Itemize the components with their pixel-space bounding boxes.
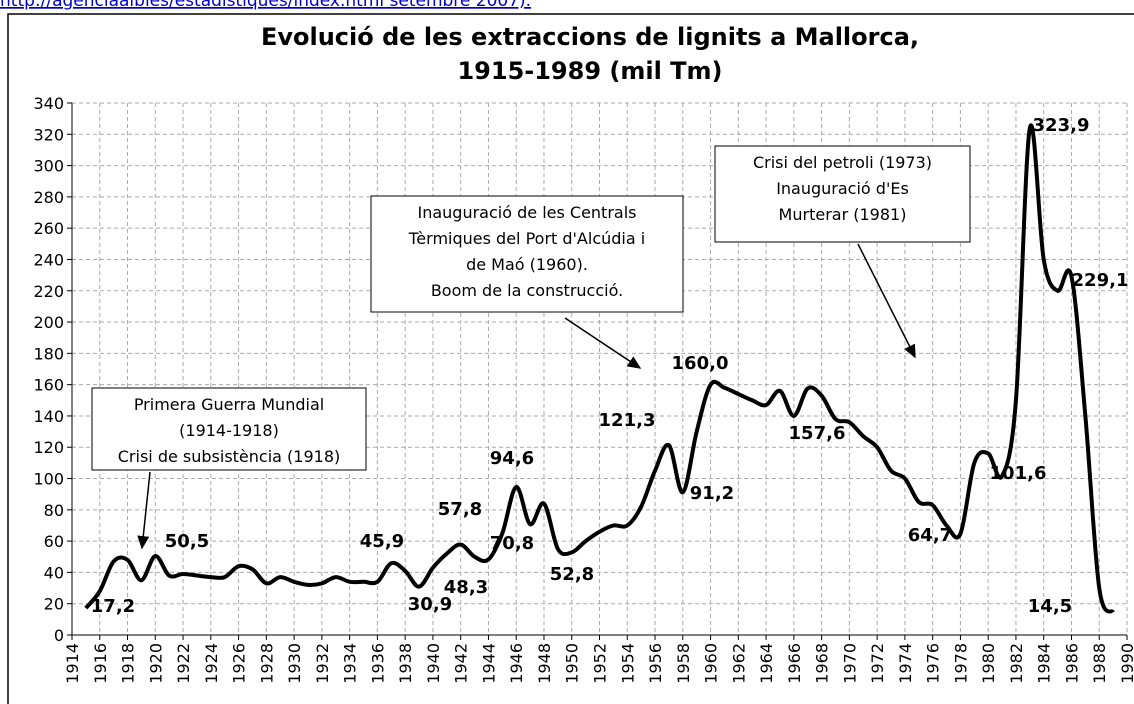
x-tick-label: 1924 — [202, 643, 221, 684]
y-tick-label: 60 — [44, 532, 64, 551]
annotation-arrow — [857, 243, 916, 359]
annotation-text: Boom de la construcció. — [431, 281, 623, 300]
x-tick-label: 1974 — [896, 643, 915, 684]
annotation-text: Crisi de subsistència (1918) — [118, 447, 341, 466]
y-tick-label: 300 — [33, 157, 64, 176]
x-tick-label: 1916 — [91, 643, 110, 684]
x-tick-label: 1968 — [813, 643, 832, 684]
x-tick-label: 1964 — [757, 643, 776, 684]
x-tick-label: 1958 — [674, 643, 693, 684]
x-tick-label: 1926 — [230, 643, 249, 684]
x-tick-label: 1970 — [840, 643, 859, 684]
annotation-text: Inauguració d'Es — [776, 179, 909, 198]
annotation-arrow — [137, 471, 151, 550]
data-label: 323,9 — [1033, 115, 1090, 136]
data-label: 45,9 — [360, 531, 404, 552]
x-tick-label: 1984 — [1035, 643, 1054, 684]
data-label: 14,5 — [1028, 596, 1072, 617]
x-tick-label: 1962 — [729, 643, 748, 684]
y-tick-label: 280 — [33, 188, 64, 207]
x-tick-label: 1922 — [174, 643, 193, 684]
data-label: 121,3 — [599, 410, 656, 431]
x-tick-label: 1954 — [618, 643, 637, 684]
annotation-text: Crisi del petroli (1973) — [753, 153, 932, 172]
data-label: 91,2 — [690, 483, 734, 504]
data-label: 52,8 — [550, 564, 594, 585]
y-tick-label: 260 — [33, 219, 64, 238]
annotation-text: Murterar (1981) — [779, 205, 907, 224]
x-tick-label: 1986 — [1062, 643, 1081, 684]
x-tick-label: 1982 — [1007, 643, 1026, 684]
x-tick-label: 1990 — [1118, 643, 1134, 684]
data-label: 160,0 — [672, 353, 729, 374]
x-tick-label: 1914 — [63, 643, 82, 684]
data-label: 229,1 — [1072, 270, 1129, 291]
annotation-box — [91, 387, 367, 471]
y-tick-label: 200 — [33, 313, 64, 332]
x-tick-label: 1942 — [452, 643, 471, 684]
x-tick-label: 1950 — [563, 643, 582, 684]
y-tick-label: 180 — [33, 344, 64, 363]
data-line — [84, 123, 1115, 614]
data-label: 94,6 — [490, 448, 534, 469]
x-tick-label: 1918 — [119, 643, 138, 684]
data-label: 50,5 — [165, 531, 209, 552]
data-label: 57,8 — [438, 499, 482, 520]
y-tick-label: 20 — [44, 595, 64, 614]
y-tick-label: 80 — [44, 501, 64, 520]
data-label: 48,3 — [444, 577, 488, 598]
source-note: http://agenciaalbies/estadistiques/index… — [0, 0, 531, 11]
y-tick-label: 100 — [33, 470, 64, 489]
y-tick-label: 140 — [33, 407, 64, 426]
x-tick-label: 1936 — [368, 643, 387, 684]
y-tick-label: 240 — [33, 250, 64, 269]
data-label: 17,2 — [91, 596, 135, 617]
data-label: 101,6 — [990, 463, 1047, 484]
annotation-text: Tèrmiques del Port d'Alcúdia i — [408, 229, 645, 248]
x-tick-label: 1932 — [313, 643, 332, 684]
y-tick-label: 0 — [54, 626, 64, 645]
data-label: 64,7 — [908, 525, 952, 546]
y-tick-label: 160 — [33, 376, 64, 395]
annotation-arrow — [564, 317, 642, 369]
chart-title: Evolució de les extraccions de lignits a… — [261, 23, 919, 51]
x-tick-label: 1948 — [535, 643, 554, 684]
annotation-box — [714, 145, 971, 243]
annotation-text: Primera Guerra Mundial — [134, 395, 324, 414]
annotation-text: (1914-1918) — [179, 421, 279, 440]
x-tick-label: 1966 — [785, 643, 804, 684]
x-tick-label: 1940 — [424, 643, 443, 684]
x-tick-label: 1928 — [257, 643, 276, 684]
annotation-text: de Maó (1960). — [466, 255, 588, 274]
y-tick-label: 340 — [33, 94, 64, 113]
x-tick-label: 1920 — [146, 643, 165, 684]
data-label: 30,9 — [408, 594, 452, 615]
data-label: 70,8 — [490, 533, 534, 554]
x-tick-label: 1930 — [285, 643, 304, 684]
y-tick-label: 120 — [33, 438, 64, 457]
x-tick-label: 1952 — [591, 643, 610, 684]
chart-title: 1915-1989 (mil Tm) — [457, 57, 722, 85]
x-tick-label: 1946 — [507, 643, 526, 684]
x-tick-label: 1956 — [646, 643, 665, 684]
x-tick-label: 1988 — [1090, 643, 1109, 684]
x-tick-label: 1972 — [868, 643, 887, 684]
x-tick-label: 1976 — [924, 643, 943, 684]
y-tick-label: 40 — [44, 563, 64, 582]
chart-frame — [7, 13, 1134, 704]
x-tick-label: 1978 — [951, 643, 970, 684]
annotation-box — [370, 195, 684, 313]
x-tick-label: 1944 — [479, 643, 498, 684]
x-tick-label: 1934 — [341, 643, 360, 684]
data-label: 157,6 — [789, 423, 846, 444]
y-tick-label: 220 — [33, 282, 64, 301]
x-tick-label: 1960 — [702, 643, 721, 684]
x-tick-label: 1980 — [979, 643, 998, 684]
annotation-text: Inauguració de les Centrals — [418, 203, 637, 222]
y-tick-label: 320 — [33, 125, 64, 144]
x-tick-label: 1938 — [396, 643, 415, 684]
